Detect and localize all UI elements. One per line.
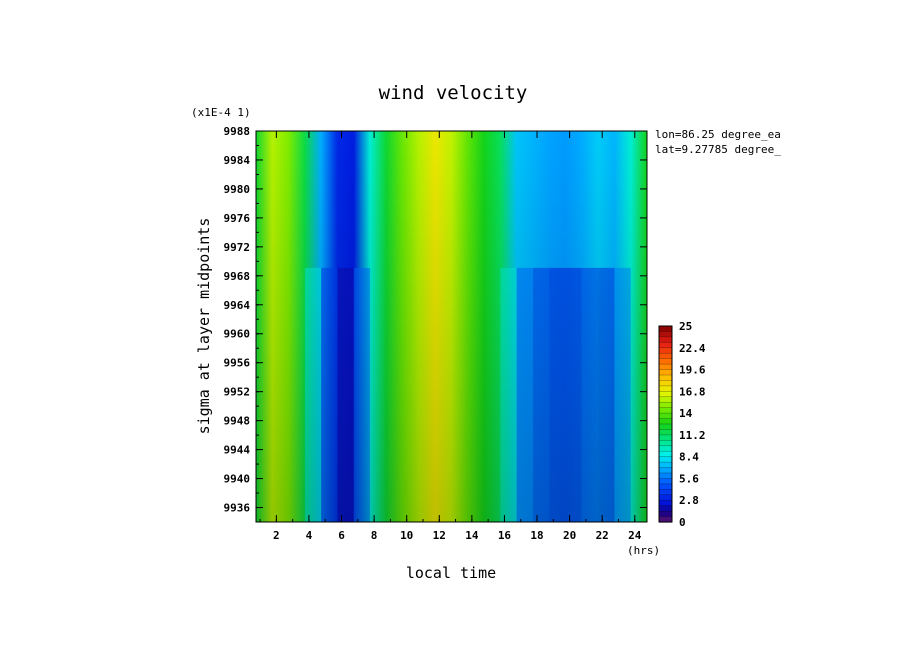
colorbar-swatch <box>659 445 672 452</box>
colorbar-swatch <box>659 364 672 371</box>
x-axis-label: local time <box>406 564 496 582</box>
x-tick-label: 16 <box>498 529 512 542</box>
colorbar-tick-label: 11.2 <box>679 429 706 442</box>
chart-title: wind velocity <box>379 82 528 104</box>
x-tick-label: 6 <box>338 529 345 542</box>
colorbar-swatch <box>659 358 672 365</box>
annotation-lon: lon=86.25 degree_ea <box>655 128 781 141</box>
colorbar-swatch <box>659 516 672 523</box>
colorbar-tick-label: 8.4 <box>679 451 699 464</box>
x-tick-label: 20 <box>563 529 576 542</box>
x-tick-label: 18 <box>530 529 543 542</box>
colorbar-swatch <box>659 396 672 403</box>
colorbar-swatch <box>659 418 672 425</box>
colorbar-tick-label: 25 <box>679 320 692 333</box>
x-tick-label: 2 <box>273 529 280 542</box>
y-scale-note: (x1E-4 1) <box>191 106 251 119</box>
colorbar-frame <box>658 325 673 523</box>
x-tick-label: 10 <box>400 529 413 542</box>
colorbar-swatch <box>659 483 672 490</box>
colorbar-swatch <box>659 342 672 349</box>
y-tick-label: 9976 <box>224 212 251 225</box>
colorbar-swatch <box>659 462 672 469</box>
colorbar-swatch <box>659 473 672 480</box>
colorbar-swatch <box>659 391 672 398</box>
colorbar-swatch <box>659 424 672 431</box>
colorbar-swatch <box>659 380 672 387</box>
colorbar-swatch <box>659 467 672 474</box>
colorbar-tick-label: 2.8 <box>679 494 699 507</box>
colorbar-swatch <box>659 375 672 382</box>
y-axis-label: sigma at layer midpoints <box>195 218 213 435</box>
y-tick-label: 9980 <box>224 183 251 196</box>
annotation-lat: lat=9.27785 degree_ <box>655 143 781 156</box>
colorbar-swatch <box>659 478 672 485</box>
colorbar-tick-label: 19.6 <box>679 364 706 377</box>
colorbar-tick-label: 0 <box>679 516 686 529</box>
colorbar-swatch <box>659 369 672 376</box>
y-tick-label: 9984 <box>224 154 251 167</box>
y-tick-label: 9964 <box>224 299 251 312</box>
x-axis: 2 4 6 8 10 12 14 16 18 20 22 24 <box>259 131 642 542</box>
x-tick-label: 24 <box>628 529 642 542</box>
y-tick-label: 9936 <box>224 502 251 515</box>
y-tick-label: 9972 <box>224 241 251 254</box>
plot-frame <box>255 130 648 523</box>
colorbar-swatch <box>659 407 672 414</box>
y-tick-label: 9960 <box>224 328 251 341</box>
x-tick-label: 8 <box>371 529 378 542</box>
colorbar-swatch <box>659 451 672 458</box>
y-tick-label: 9952 <box>224 386 251 399</box>
colorbar-swatch <box>659 429 672 436</box>
colorbar-tick-label: 16.8 <box>679 385 706 398</box>
colorbar: 25 22.4 19.6 16.8 14 11.2 8.4 5.6 2.8 0 <box>658 320 706 529</box>
y-tick-label: 9956 <box>224 357 251 370</box>
x-tick-label: 14 <box>465 529 479 542</box>
colorbar-swatch <box>659 402 672 409</box>
colorbar-swatch <box>659 489 672 496</box>
x-tick-label: 12 <box>433 529 446 542</box>
x-tick-label: 22 <box>596 529 609 542</box>
colorbar-swatch <box>659 353 672 360</box>
colorbar-swatch <box>659 456 672 463</box>
colorbar-tick-label: 5.6 <box>679 472 699 485</box>
colorbar-swatch <box>659 336 672 343</box>
colorbar-swatch <box>659 331 672 338</box>
colorbar-swatch <box>659 440 672 447</box>
colorbar-swatch <box>659 326 672 333</box>
depth-shading <box>256 131 647 522</box>
y-tick-label: 9988 <box>224 125 251 138</box>
y-tick-label: 9968 <box>224 270 251 283</box>
plot-area <box>256 131 647 522</box>
colorbar-swatch <box>659 385 672 392</box>
y-tick-label: 9944 <box>224 444 251 457</box>
y-axis: 9936 9940 9944 9948 9952 9956 9960 9964 9968 9972… <box>224 125 647 523</box>
colorbar-tick-label: 14 <box>679 407 693 420</box>
x-tick-label: 4 <box>306 529 313 542</box>
colorbar-swatch <box>659 500 672 507</box>
y-tick-label: 9948 <box>224 415 251 428</box>
colorbar-swatch <box>659 494 672 501</box>
colorbar-swatch <box>659 505 672 512</box>
x-unit-label: (hrs) <box>627 544 660 557</box>
y-tick-label: 9940 <box>224 473 251 486</box>
colorbar-tick-label: 22.4 <box>679 342 706 355</box>
colorbar-swatch <box>659 347 672 354</box>
colorbar-swatch <box>659 413 672 420</box>
colorbar-swatch <box>659 511 672 518</box>
colorbar-swatch <box>659 434 672 441</box>
